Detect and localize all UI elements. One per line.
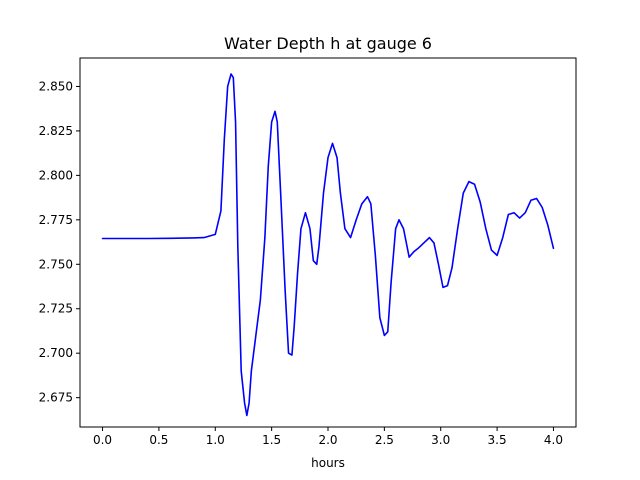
- y-tick-label: 2.800: [39, 168, 73, 182]
- y-tick-label: 2.850: [39, 79, 73, 93]
- y-tick-label: 2.750: [39, 257, 73, 271]
- y-axis: 2.675 2.700 2.725 2.750 2.775 2.800 2.825 2.850: [39, 79, 80, 405]
- series-line-0: [101, 73, 555, 417]
- chart-title: Water Depth h at gauge 6: [224, 34, 432, 53]
- y-tick-label: 2.700: [39, 346, 73, 360]
- x-tick-label: 0.5: [149, 433, 168, 447]
- plot-area: [101, 73, 555, 417]
- x-tick-label: 4.0: [544, 433, 563, 447]
- x-tick-label: 0.0: [93, 433, 112, 447]
- x-tick-label: 2.5: [375, 433, 394, 447]
- x-tick-label: 1.5: [262, 433, 281, 447]
- y-tick-label: 2.825: [39, 124, 73, 138]
- x-axis: 0.0 0.5 1.0 1.5 2.0 2.5 3.0 3.5 4.0: [93, 427, 563, 447]
- x-tick-label: 3.5: [488, 433, 507, 447]
- y-tick-label: 2.725: [39, 302, 73, 316]
- x-tick-label: 1.0: [206, 433, 225, 447]
- x-axis-label: hours: [311, 456, 345, 470]
- y-tick-label: 2.675: [39, 391, 73, 405]
- x-tick-label: 2.0: [318, 433, 337, 447]
- x-tick-label: 3.0: [431, 433, 450, 447]
- y-tick-label: 2.775: [39, 213, 73, 227]
